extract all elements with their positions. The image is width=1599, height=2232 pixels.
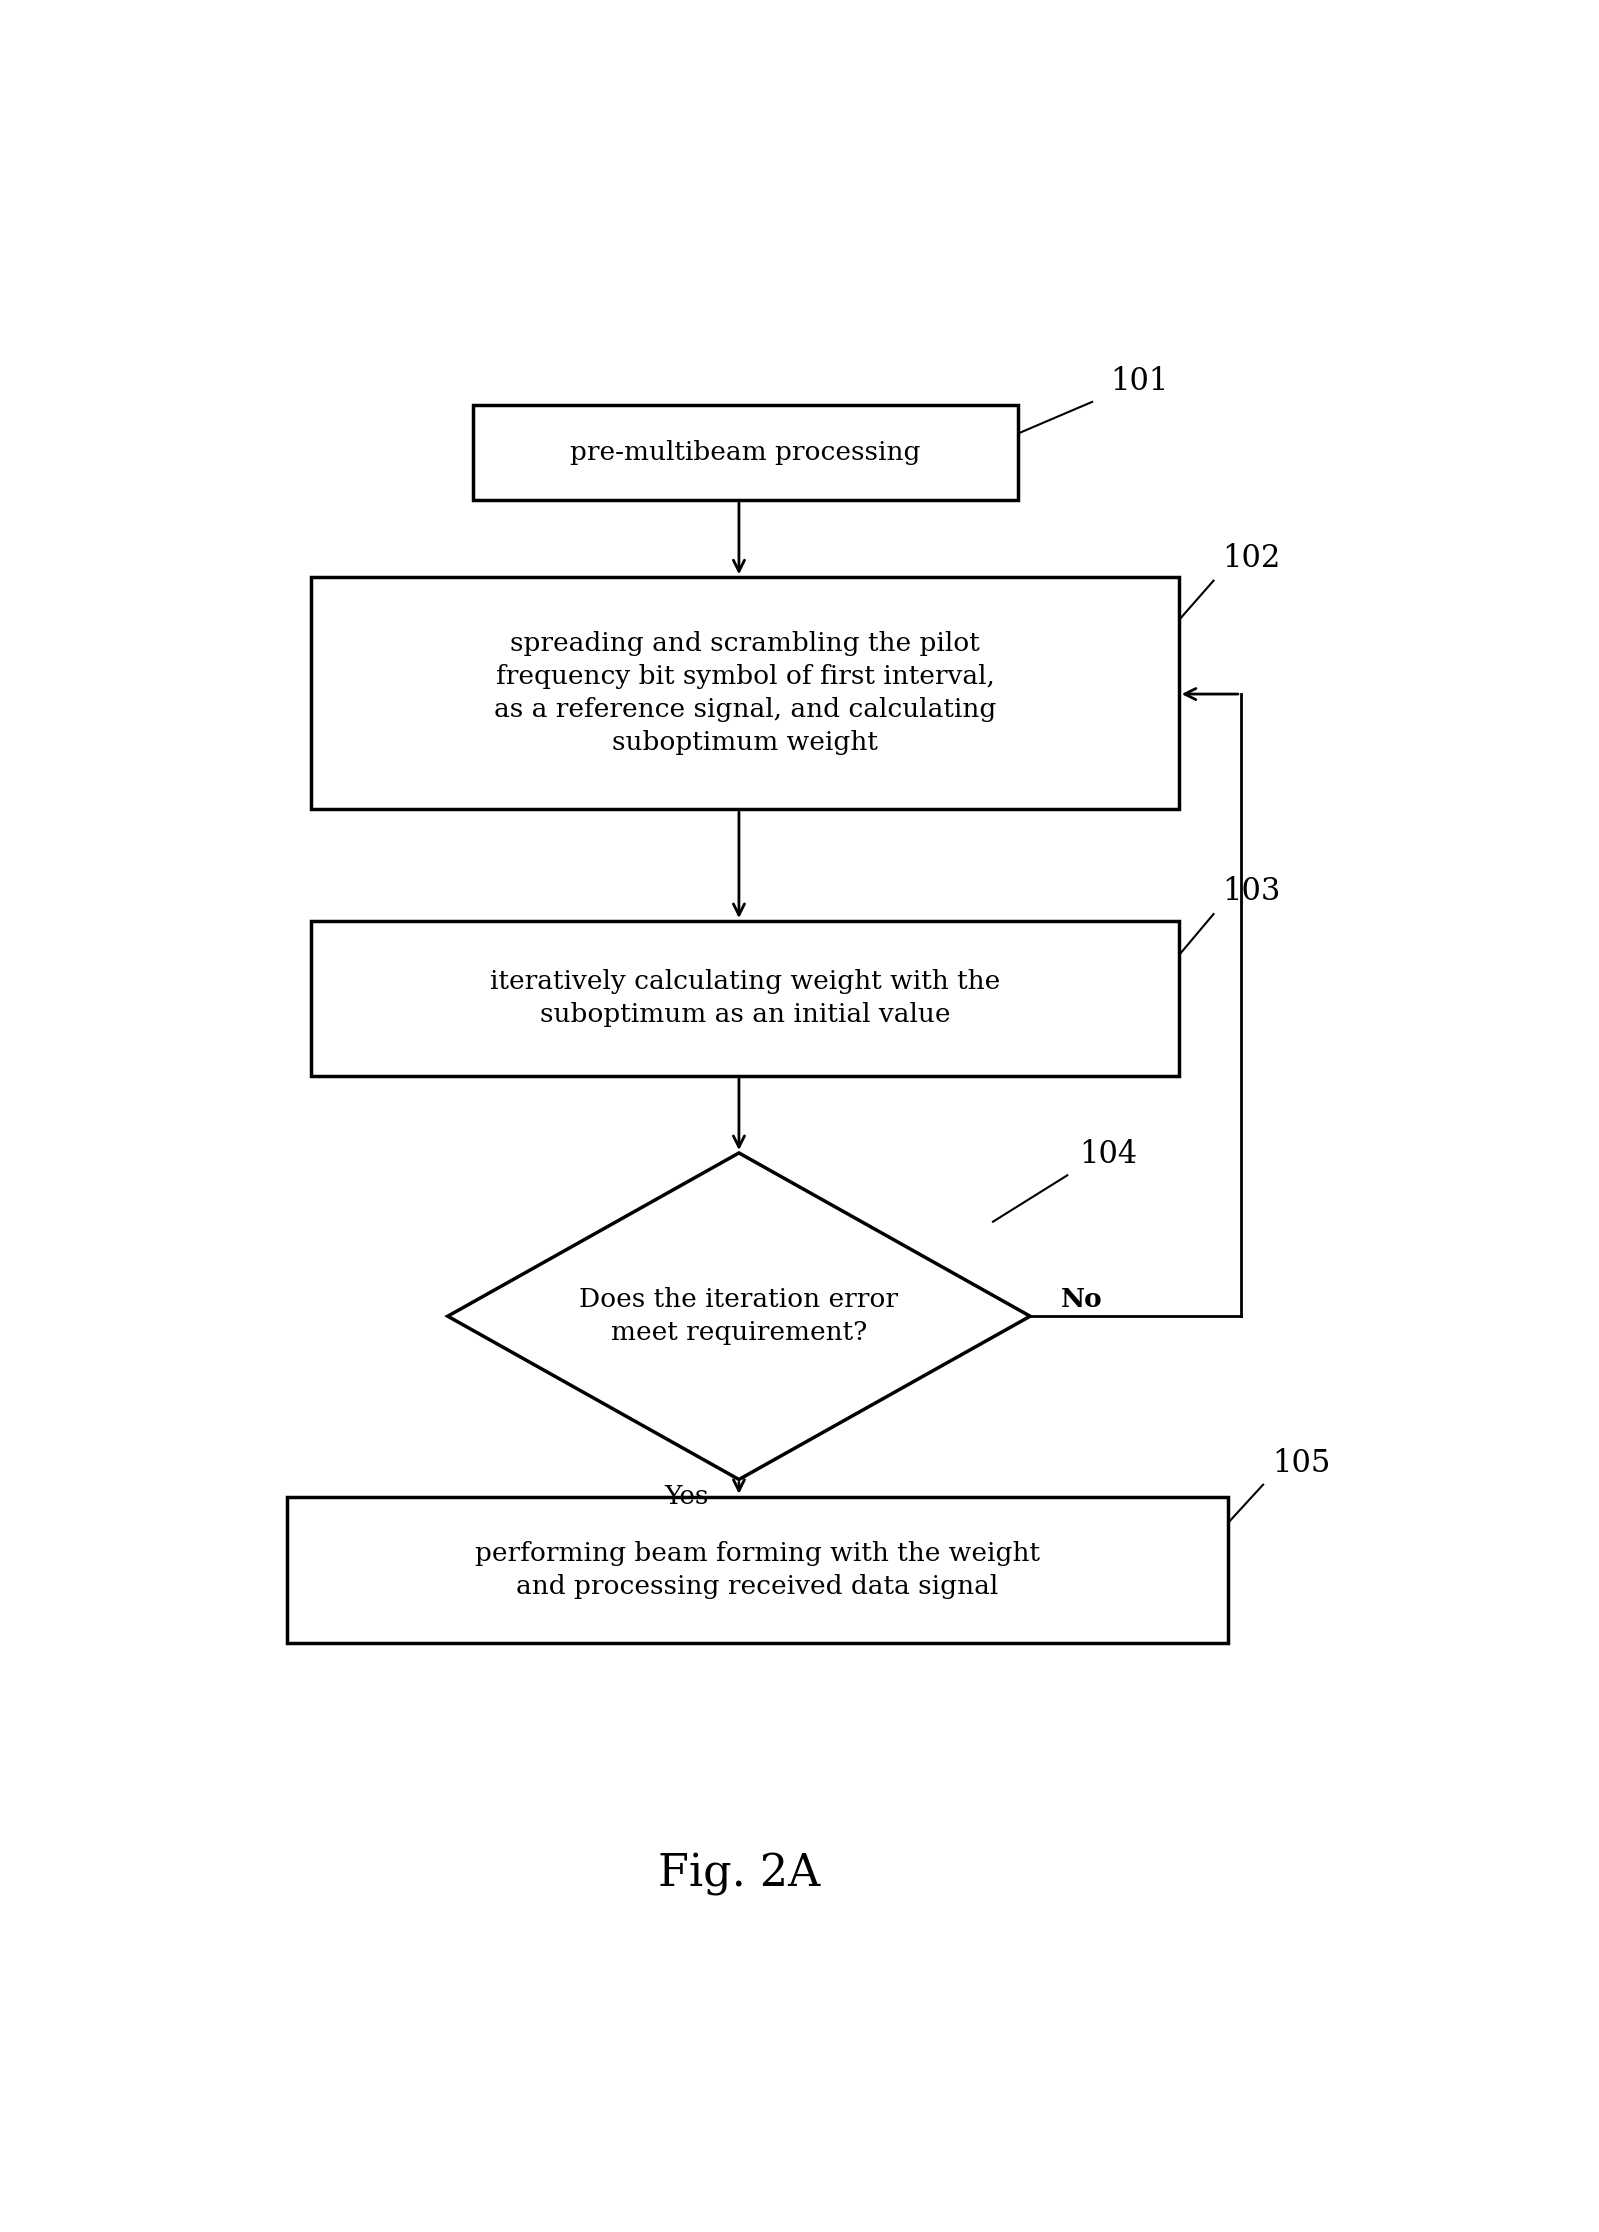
Text: No: No [1062, 1286, 1103, 1312]
Text: Does the iteration error
meet requirement?: Does the iteration error meet requiremen… [579, 1288, 899, 1346]
Text: 101: 101 [1111, 366, 1169, 397]
Text: Fig. 2A: Fig. 2A [657, 1853, 820, 1897]
Text: 102: 102 [1222, 542, 1281, 574]
Text: iteratively calculating weight with the
suboptimum as an initial value: iteratively calculating weight with the … [489, 969, 1001, 1027]
FancyBboxPatch shape [312, 922, 1178, 1076]
FancyBboxPatch shape [286, 1498, 1228, 1643]
Text: pre-multibeam processing: pre-multibeam processing [569, 440, 921, 464]
Polygon shape [448, 1154, 1030, 1480]
FancyBboxPatch shape [473, 406, 1019, 500]
Text: Yes: Yes [665, 1484, 708, 1509]
Text: 104: 104 [1079, 1138, 1138, 1170]
Text: performing beam forming with the weight
and processing received data signal: performing beam forming with the weight … [475, 1540, 1039, 1598]
Text: 105: 105 [1271, 1449, 1330, 1480]
FancyBboxPatch shape [312, 578, 1178, 810]
Text: spreading and scrambling the pilot
frequency bit symbol of first interval,
as a : spreading and scrambling the pilot frequ… [494, 632, 996, 754]
Text: 103: 103 [1222, 877, 1281, 906]
